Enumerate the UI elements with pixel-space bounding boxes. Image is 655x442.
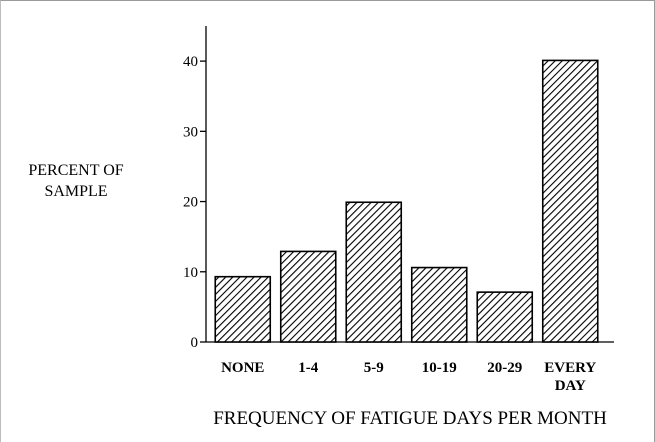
x-tick-label: 20-29 [487,360,522,376]
x-tick-label: 5-9 [364,360,384,376]
y-tick-label: 0 [191,335,199,351]
y-tick-label: 10 [183,265,198,281]
bar-none [214,275,272,343]
category-labels: NONE 1-4 5-9 10-19 20-29 EVERY DAY [221,360,596,394]
x-axis-label: FREQUENCY OF FATIGUE DAYS PER MONTH [213,408,607,429]
bar-10-19 [410,266,468,343]
y-tick-label: 40 [183,54,198,70]
y-axis-label: PERCENT OF SAMPLE [28,162,124,200]
bar-1-4 [279,250,337,343]
x-tick-label: NONE [221,360,264,376]
bars [214,59,599,343]
y-tick-label: 30 [183,124,198,140]
x-tick-label: 1-4 [298,360,318,376]
bar-5-9 [345,201,403,343]
bar-20-29 [476,291,534,343]
bar-every-day [541,59,599,343]
x-tick-label: 10-19 [422,360,457,376]
y-tick-label: 20 [183,195,198,211]
x-tick-label: EVERY DAY [544,360,596,394]
